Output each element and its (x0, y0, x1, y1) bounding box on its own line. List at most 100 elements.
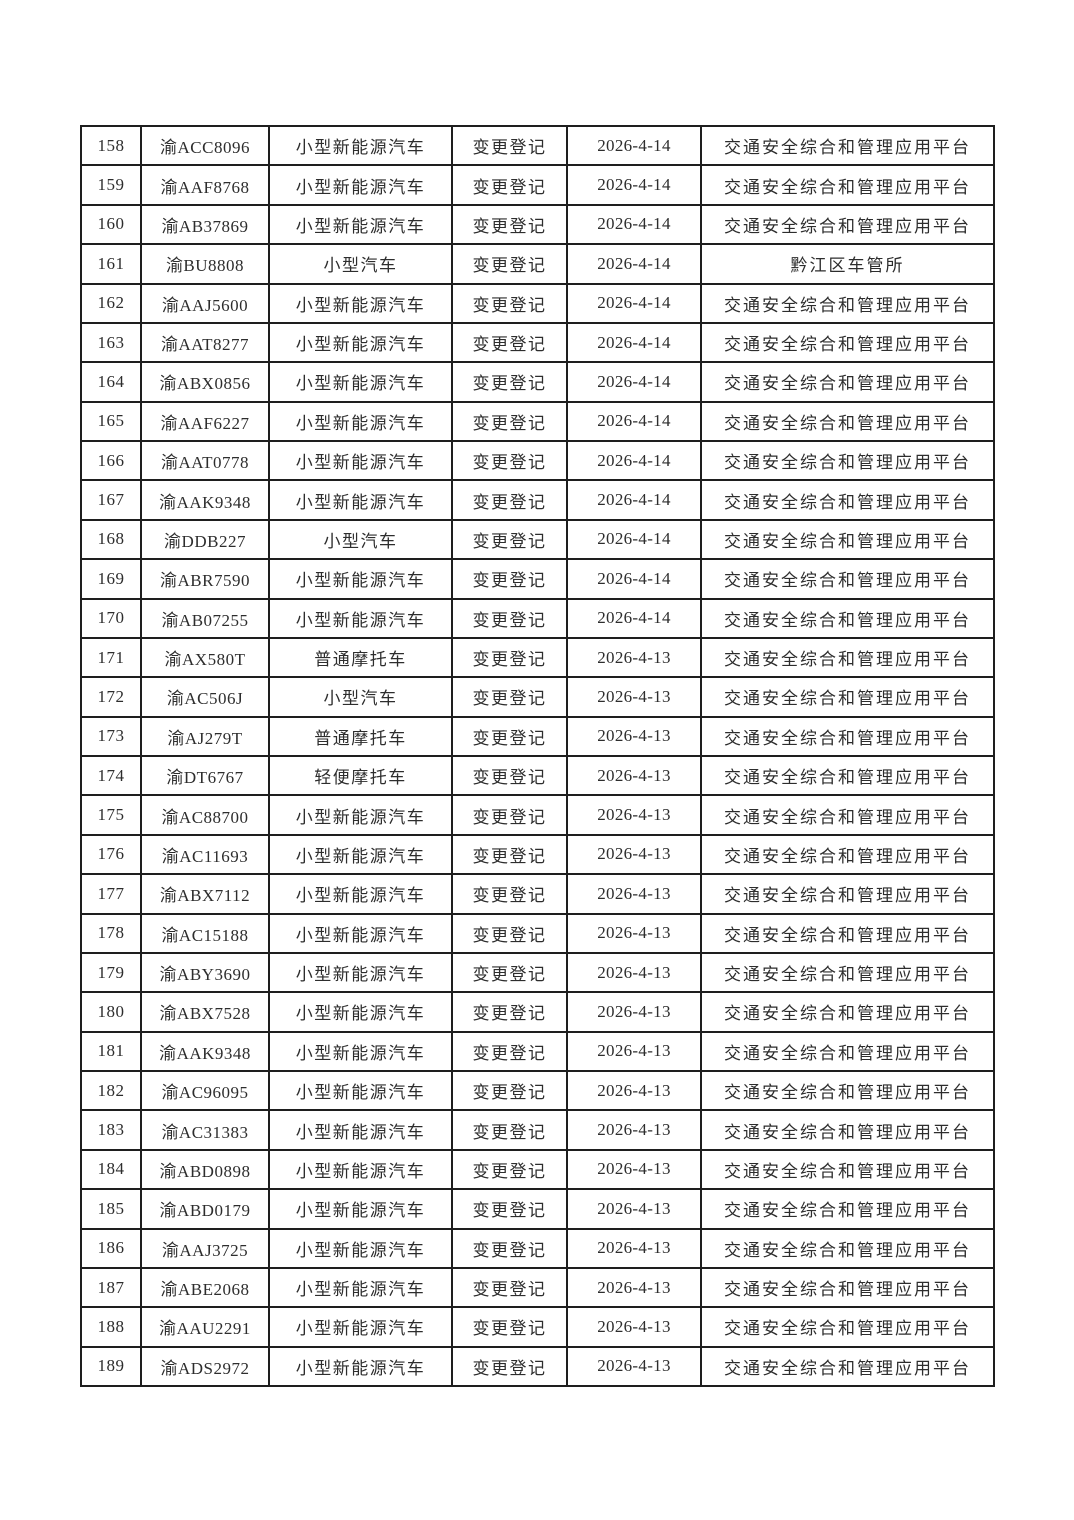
cell-vehicle-type: 普通摩托车 (268, 636, 453, 679)
cell-vehicle-type: 普通摩托车 (268, 715, 453, 758)
cell-date: 2026-4-13 (566, 1069, 702, 1112)
cell-date: 2026-4-13 (566, 754, 702, 797)
cell-date: 2026-4-13 (566, 794, 702, 836)
table-row: 184 渝ABD0898 小型新能源汽车 变更登记 2026-4-13 交通安全综合和管理… (80, 1148, 995, 1191)
cell-plate: 渝AAU2291 (140, 1306, 270, 1348)
cell-plate: 渝ABX7528 (140, 991, 270, 1033)
cell-registration-type: 变更登记 (451, 1148, 568, 1191)
cell-date: 2026-4-13 (566, 1345, 702, 1388)
cell-authority: 交通安全综合和管理应用平台 (700, 991, 995, 1033)
cell-authority: 黔江区车管所 (700, 243, 995, 285)
cell-authority: 交通安全综合和管理应用平台 (700, 597, 995, 639)
cell-registration-type: 变更登记 (451, 558, 568, 600)
cell-date: 2026-4-14 (566, 479, 702, 521)
table-row: 180 渝ABX7528 小型新能源汽车 变更登记 2026-4-13 交通安全综合和管理… (80, 991, 995, 1033)
cell-plate: 渝ACC8096 (140, 124, 270, 167)
cell-date: 2026-4-13 (566, 1109, 702, 1151)
cell-vehicle-type: 小型新能源汽车 (268, 1345, 453, 1388)
cell-vehicle-type: 小型新能源汽车 (268, 203, 453, 246)
cell-date: 2026-4-14 (566, 282, 702, 324)
cell-no: 176 (80, 833, 142, 876)
cell-vehicle-type: 小型汽车 (268, 518, 453, 561)
cell-date: 2026-4-14 (566, 321, 702, 364)
cell-plate: 渝ABY3690 (140, 951, 270, 994)
cell-no: 168 (80, 518, 142, 561)
cell-authority: 交通安全综合和管理应用平台 (700, 833, 995, 876)
cell-plate: 渝ABD0179 (140, 1188, 270, 1230)
cell-no: 162 (80, 282, 142, 324)
cell-plate: 渝AC15188 (140, 912, 270, 954)
table-row: 158 渝ACC8096 小型新能源汽车 变更登记 2026-4-14 交通安全综合和管理… (80, 124, 995, 167)
cell-plate: 渝AB07255 (140, 597, 270, 639)
cell-authority: 交通安全综合和管理应用平台 (700, 1030, 995, 1073)
cell-registration-type: 变更登记 (451, 794, 568, 836)
cell-authority: 交通安全综合和管理应用平台 (700, 1306, 995, 1348)
cell-authority: 交通安全综合和管理应用平台 (700, 1148, 995, 1191)
cell-authority: 交通安全综合和管理应用平台 (700, 164, 995, 206)
cell-no: 184 (80, 1148, 142, 1191)
table-row: 172 渝AC506J 小型汽车 变更登记 2026-4-13 交通安全综合和管理应用平台 (80, 676, 995, 718)
cell-vehicle-type: 小型新能源汽车 (268, 873, 453, 915)
cell-no: 183 (80, 1109, 142, 1151)
cell-registration-type: 变更登记 (451, 833, 568, 876)
cell-plate: 渝AAF8768 (140, 164, 270, 206)
cell-authority: 交通安全综合和管理应用平台 (700, 558, 995, 600)
cell-date: 2026-4-13 (566, 715, 702, 758)
cell-authority: 交通安全综合和管理应用平台 (700, 794, 995, 836)
cell-plate: 渝BU8808 (140, 243, 270, 285)
cell-registration-type: 变更登记 (451, 439, 568, 482)
cell-registration-type: 变更登记 (451, 1030, 568, 1073)
cell-no: 188 (80, 1306, 142, 1348)
cell-vehicle-type: 小型新能源汽车 (268, 282, 453, 324)
cell-vehicle-type: 小型新能源汽车 (268, 1148, 453, 1191)
cell-authority: 交通安全综合和管理应用平台 (700, 715, 995, 758)
cell-registration-type: 变更登记 (451, 1109, 568, 1151)
cell-date: 2026-4-13 (566, 951, 702, 994)
cell-no: 180 (80, 991, 142, 1033)
cell-plate: 渝AAT8277 (140, 321, 270, 364)
cell-no: 174 (80, 754, 142, 797)
cell-date: 2026-4-13 (566, 1188, 702, 1230)
cell-date: 2026-4-13 (566, 1266, 702, 1309)
table-row: 177 渝ABX7112 小型新能源汽车 变更登记 2026-4-13 交通安全综合和管理… (80, 873, 995, 915)
cell-no: 187 (80, 1266, 142, 1309)
cell-authority: 交通安全综合和管理应用平台 (700, 754, 995, 797)
table-row: 178 渝AC15188 小型新能源汽车 变更登记 2026-4-13 交通安全综合和管理… (80, 912, 995, 954)
cell-vehicle-type: 小型新能源汽车 (268, 1227, 453, 1269)
cell-plate: 渝AAK9348 (140, 479, 270, 521)
cell-no: 167 (80, 479, 142, 521)
cell-no: 163 (80, 321, 142, 364)
cell-date: 2026-4-14 (566, 124, 702, 167)
table-row: 170 渝AB07255 小型新能源汽车 变更登记 2026-4-14 交通安全综合和管理… (80, 597, 995, 639)
cell-authority: 交通安全综合和管理应用平台 (700, 636, 995, 679)
cell-registration-type: 变更登记 (451, 1266, 568, 1309)
cell-vehicle-type: 小型新能源汽车 (268, 1266, 453, 1309)
table-row: 164 渝ABX0856 小型新能源汽车 变更登记 2026-4-14 交通安全综合和管理… (80, 361, 995, 403)
cell-no: 164 (80, 361, 142, 403)
cell-vehicle-type: 小型新能源汽车 (268, 479, 453, 521)
cell-no: 170 (80, 597, 142, 639)
cell-no: 179 (80, 951, 142, 994)
cell-registration-type: 变更登记 (451, 361, 568, 403)
cell-registration-type: 变更登记 (451, 951, 568, 994)
cell-date: 2026-4-14 (566, 439, 702, 482)
cell-authority: 交通安全综合和管理应用平台 (700, 124, 995, 167)
cell-no: 161 (80, 243, 142, 285)
cell-authority: 交通安全综合和管理应用平台 (700, 1109, 995, 1151)
cell-registration-type: 变更登记 (451, 754, 568, 797)
table-row: 174 渝DT6767 轻便摩托车 变更登记 2026-4-13 交通安全综合和管理应用平… (80, 754, 995, 797)
cell-registration-type: 变更登记 (451, 636, 568, 679)
cell-date: 2026-4-13 (566, 991, 702, 1033)
cell-authority: 交通安全综合和管理应用平台 (700, 1227, 995, 1269)
cell-plate: 渝AAF6227 (140, 400, 270, 443)
table-row: 161 渝BU8808 小型汽车 变更登记 2026-4-14 黔江区车管所 (80, 243, 995, 285)
cell-plate: 渝AC88700 (140, 794, 270, 836)
cell-date: 2026-4-13 (566, 1227, 702, 1269)
cell-date: 2026-4-14 (566, 597, 702, 639)
cell-no: 182 (80, 1069, 142, 1112)
cell-registration-type: 变更登记 (451, 873, 568, 915)
cell-registration-type: 变更登记 (451, 1345, 568, 1388)
cell-authority: 交通安全综合和管理应用平台 (700, 439, 995, 482)
cell-date: 2026-4-14 (566, 518, 702, 561)
